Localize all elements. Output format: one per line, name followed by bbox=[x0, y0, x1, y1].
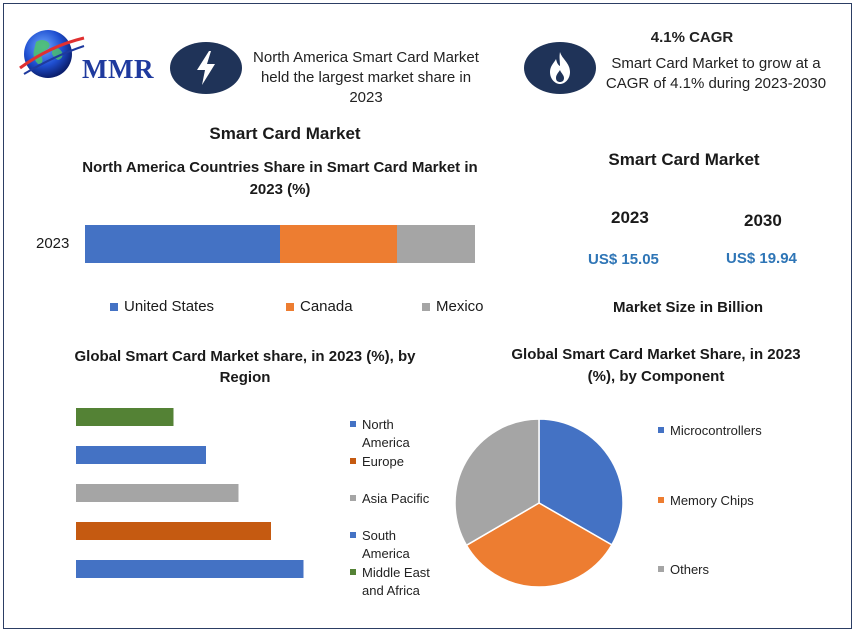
logo-text: MMR bbox=[82, 54, 154, 84]
market-size-2030: US$ 19.94 bbox=[726, 250, 797, 267]
chart3-component-pie bbox=[454, 418, 624, 588]
market-size-2023: US$ 15.05 bbox=[588, 251, 659, 268]
infographic-frame bbox=[3, 3, 852, 629]
legend-middle-east-africa: Middle East and Africa bbox=[350, 564, 445, 600]
legend-label: Others bbox=[670, 562, 710, 577]
pie-slice-microcontrollers bbox=[538, 418, 624, 546]
main-title: Smart Card Market bbox=[209, 124, 361, 143]
chart3-title: Global Smart Card Market Share, in 2023 … bbox=[511, 346, 801, 385]
chart1-category-label: 2023 bbox=[36, 235, 70, 252]
bar-asia-pacific bbox=[76, 484, 239, 502]
pie-slice-others bbox=[454, 418, 540, 547]
market-size-unit: Market Size in Billion bbox=[612, 299, 764, 316]
bar-middle-east-and-africa bbox=[76, 408, 174, 426]
legend-label: Microcontrollers bbox=[670, 423, 762, 438]
legend-asia-pacific: Asia Pacific bbox=[350, 490, 440, 508]
legend-label: Mexico bbox=[436, 298, 484, 315]
year-2023: 2023 bbox=[611, 208, 649, 227]
legend-label: Memory Chips bbox=[670, 493, 754, 508]
north-america-share-note: North America Smart Card Market held the… bbox=[253, 49, 479, 106]
bar-segment-canada bbox=[280, 225, 397, 263]
market-size-title: Smart Card Market bbox=[608, 150, 760, 169]
legend-swatch bbox=[422, 302, 430, 311]
legend-label: Asia Pacific bbox=[362, 491, 430, 506]
legend-label: North America bbox=[362, 417, 410, 450]
lightning-icon bbox=[170, 42, 242, 94]
bar-north-america bbox=[76, 560, 304, 578]
chart2-title: Global Smart Card Market share, in 2023 … bbox=[74, 348, 416, 386]
legend-united-states: United States bbox=[110, 298, 214, 315]
legend-swatch bbox=[658, 566, 664, 572]
mmr-logo: MMR bbox=[18, 24, 163, 88]
bar-europe bbox=[76, 522, 271, 540]
legend-mexico: Mexico bbox=[422, 298, 484, 315]
legend-label: Canada bbox=[300, 298, 353, 315]
legend-europe: Europe bbox=[350, 453, 430, 471]
bar-segment-mexico bbox=[397, 225, 475, 263]
chart1-title: North America Countries Share in Smart C… bbox=[82, 159, 478, 198]
legend-swatch bbox=[286, 302, 294, 311]
bar-south-america bbox=[76, 446, 206, 464]
legend-swatch bbox=[110, 302, 118, 311]
legend-microcontrollers: Microcontrollers bbox=[658, 422, 762, 440]
bar-segment-united-states bbox=[85, 225, 280, 263]
cagr-note: Smart Card Market to grow at a CAGR of 4… bbox=[605, 55, 827, 92]
legend-label: Middle East and Africa bbox=[362, 565, 430, 598]
legend-label: Europe bbox=[362, 454, 404, 469]
legend-label: South America bbox=[362, 528, 410, 561]
legend-swatch bbox=[350, 532, 356, 538]
legend-canada: Canada bbox=[286, 298, 353, 315]
globe-icon bbox=[19, 30, 85, 78]
legend-swatch bbox=[658, 497, 664, 503]
chart2-region-bars bbox=[76, 408, 304, 578]
flame-icon bbox=[524, 42, 596, 94]
legend-label: United States bbox=[124, 298, 215, 315]
legend-swatch bbox=[350, 421, 356, 427]
pie-slice-memory-chips bbox=[465, 502, 613, 588]
legend-south-america: South America bbox=[350, 527, 430, 563]
legend-swatch bbox=[350, 495, 356, 501]
legend-others: Others bbox=[658, 561, 709, 579]
legend-swatch bbox=[658, 427, 664, 433]
cagr-heading: 4.1% CAGR bbox=[650, 29, 734, 46]
year-2030: 2030 bbox=[744, 211, 782, 230]
legend-swatch bbox=[350, 569, 356, 575]
chart1-stacked-bar bbox=[85, 225, 475, 263]
legend-swatch bbox=[350, 458, 356, 464]
legend-memory-chips: Memory Chips bbox=[658, 492, 754, 510]
legend-north-america: North America bbox=[350, 416, 430, 452]
